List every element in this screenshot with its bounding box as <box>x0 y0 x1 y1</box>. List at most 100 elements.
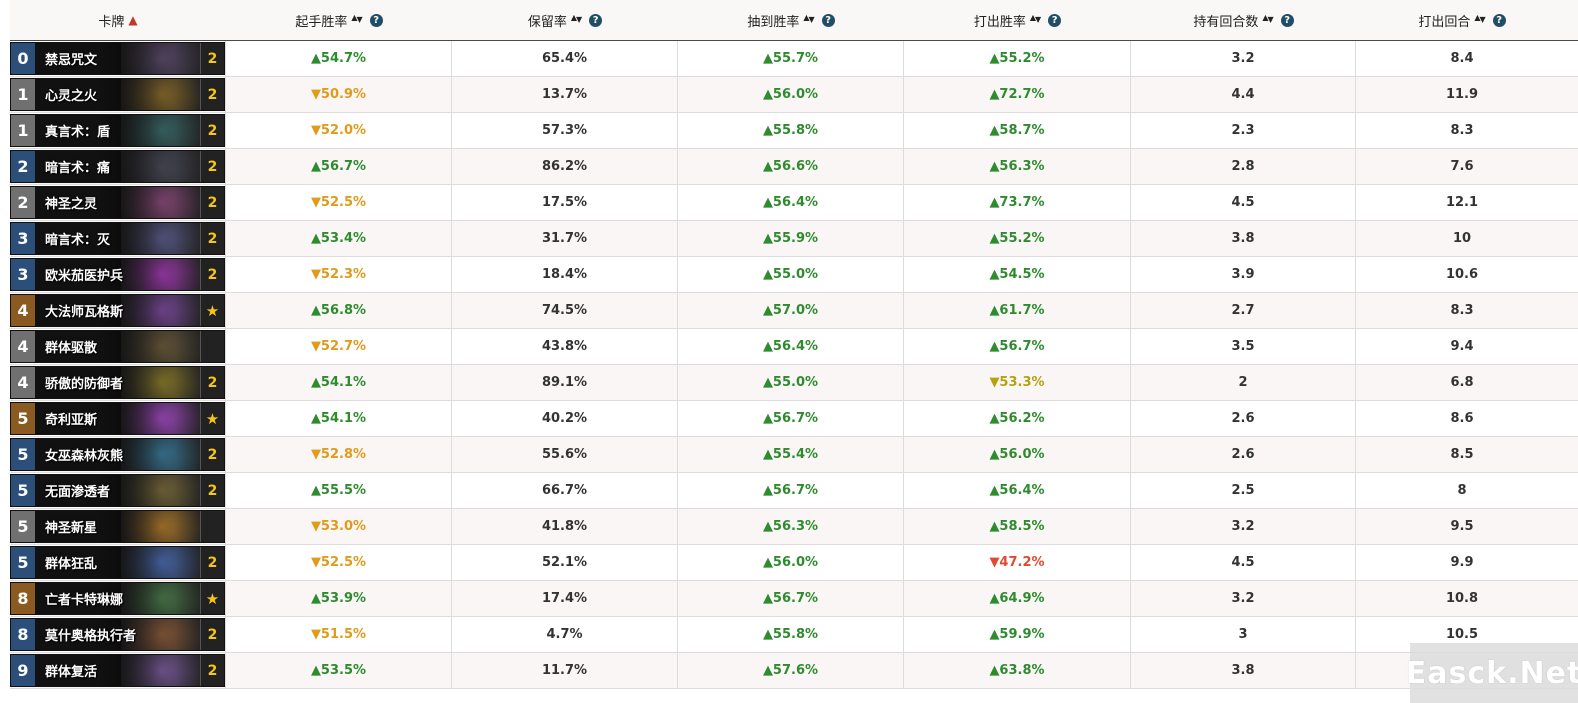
card-tile[interactable]: 8 亡者卡特琳娜 ★ <box>10 582 225 615</box>
keep-rate: 57.3% <box>452 113 678 148</box>
help-icon[interactable]: ? <box>589 13 603 27</box>
header-turns-held[interactable]: 持有回合数 ▲ ▼ ? <box>1131 0 1356 40</box>
card-cell[interactable]: 2 神圣之灵 2 <box>10 185 226 220</box>
header-keep-rate[interactable]: 保留率 ▲ ▼ ? <box>452 0 678 40</box>
card-count: 2 <box>200 367 224 398</box>
table-row[interactable]: 2 暗言术：痛 2 ▲56.7% 86.2% ▲56.6% ▲56.3% 2.8… <box>10 149 1578 185</box>
card-cell[interactable]: 3 欧米茄医护兵 2 <box>10 257 226 292</box>
table-row[interactable]: 4 骄傲的防御者 2 ▲54.1% 89.1% ▲55.0% ▼53.3% 2 … <box>10 365 1578 401</box>
drawn-winrate: ▲56.0% <box>678 77 904 112</box>
keep-rate: 52.1% <box>452 545 678 580</box>
card-tile[interactable]: 1 真言术：盾 2 <box>10 114 225 147</box>
table-row[interactable]: 4 群体驱散 ▼52.7% 43.8% ▲56.4% ▲56.7% 3.5 9.… <box>10 329 1578 365</box>
table-row[interactable]: 0 禁忌咒文 2 ▲54.7% 65.4% ▲55.7% ▲55.2% 3.2 … <box>10 41 1578 77</box>
card-cell[interactable]: 4 大法师瓦格斯 ★ <box>10 293 226 328</box>
card-tile[interactable]: 4 群体驱散 <box>10 330 225 363</box>
card-name: 群体复活 <box>45 665 98 680</box>
card-cell[interactable]: 1 心灵之火 2 <box>10 77 226 112</box>
card-tile[interactable]: 5 群体狂乱 2 <box>10 546 225 579</box>
card-tile[interactable]: 5 无面渗透者 2 <box>10 474 225 507</box>
table-row[interactable]: 5 奇利亚斯 ★ ▲54.1% 40.2% ▲56.7% ▲56.2% 2.6 … <box>10 401 1578 437</box>
card-name: 暗言术：灭 <box>45 233 111 248</box>
card-name: 神圣之灵 <box>45 197 98 212</box>
card-cost: 2 <box>11 187 35 218</box>
card-cost: 4 <box>11 331 35 362</box>
card-cell[interactable]: 4 骄傲的防御者 2 <box>10 365 226 400</box>
turns-held: 2.3 <box>1131 113 1356 148</box>
help-icon[interactable]: ? <box>1048 13 1062 27</box>
card-tile[interactable]: 4 骄傲的防御者 2 <box>10 366 225 399</box>
card-cell[interactable]: 5 神圣新星 <box>10 509 226 544</box>
card-cell[interactable]: 5 无面渗透者 2 <box>10 473 226 508</box>
card-cell[interactable]: 5 奇利亚斯 ★ <box>10 401 226 436</box>
card-tile[interactable]: 3 欧米茄医护兵 2 <box>10 258 225 291</box>
mulligan-winrate: ▲54.1% <box>226 365 452 400</box>
card-tile[interactable]: 8 莫什奥格执行者 2 <box>10 618 225 651</box>
card-count: 2 <box>200 259 224 290</box>
turns-held: 3.9 <box>1131 257 1356 292</box>
table-row[interactable]: 4 大法师瓦格斯 ★ ▲56.8% 74.5% ▲57.0% ▲61.7% 2.… <box>10 293 1578 329</box>
card-cost: 5 <box>11 403 35 434</box>
played-winrate: ▲56.4% <box>904 473 1131 508</box>
card-tile[interactable]: 2 神圣之灵 2 <box>10 186 225 219</box>
header-card[interactable]: 卡牌 ▲ <box>10 0 226 40</box>
card-cost: 2 <box>11 151 35 182</box>
header-turn-played[interactable]: 打出回合 ▲ ▼ ? <box>1356 0 1568 40</box>
sort-toggle-icon[interactable]: ▲ ▼ <box>570 13 582 24</box>
card-cell[interactable]: 4 群体驱散 <box>10 329 226 364</box>
table-row[interactable]: 5 无面渗透者 2 ▲55.5% 66.7% ▲56.7% ▲56.4% 2.5… <box>10 473 1578 509</box>
card-tile[interactable]: 4 大法师瓦格斯 ★ <box>10 294 225 327</box>
card-cell[interactable]: 1 真言术：盾 2 <box>10 113 226 148</box>
header-drawn-winrate[interactable]: 抽到胜率 ▲ ▼ ? <box>678 0 904 40</box>
table-row[interactable]: 8 亡者卡特琳娜 ★ ▲53.9% 17.4% ▲56.7% ▲64.9% 3.… <box>10 581 1578 617</box>
sort-toggle-icon[interactable]: ▲ ▼ <box>1262 13 1273 24</box>
table-row[interactable]: 2 神圣之灵 2 ▼52.5% 17.5% ▲56.4% ▲73.7% 4.5 … <box>10 185 1578 221</box>
table-row[interactable]: 8 莫什奥格执行者 2 ▼51.5% 4.7% ▲55.8% ▲59.9% 3 … <box>10 617 1578 653</box>
card-cell[interactable]: 8 莫什奥格执行者 2 <box>10 617 226 652</box>
table-row[interactable]: 9 群体复活 2 ▲53.5% 11.7% ▲57.6% ▲63.8% 3.8 <box>10 653 1578 689</box>
table-row[interactable]: 1 心灵之火 2 ▼50.9% 13.7% ▲56.0% ▲72.7% 4.4 … <box>10 77 1578 113</box>
card-cell[interactable]: 8 亡者卡特琳娜 ★ <box>10 581 226 616</box>
card-cell[interactable]: 0 禁忌咒文 2 <box>10 41 226 76</box>
card-name: 真言术：盾 <box>45 125 111 140</box>
card-cell[interactable]: 9 群体复活 2 <box>10 653 226 688</box>
mulligan-winrate: ▼50.9% <box>226 77 452 112</box>
help-icon[interactable]: ? <box>369 13 383 27</box>
table-row[interactable]: 5 群体狂乱 2 ▼52.5% 52.1% ▲56.0% ▼47.2% 4.5 … <box>10 545 1578 581</box>
card-name-shade <box>35 43 175 74</box>
sort-toggle-icon[interactable]: ▲ ▼ <box>1029 13 1041 24</box>
turns-held: 2.8 <box>1131 149 1356 184</box>
header-mulligan-winrate[interactable]: 起手胜率 ▲ ▼ ? <box>226 0 452 40</box>
header-played-label: 打出胜率 <box>973 14 1026 30</box>
help-icon[interactable]: ? <box>821 13 835 27</box>
card-cell[interactable]: 2 暗言术：痛 2 <box>10 149 226 184</box>
sort-toggle-icon[interactable]: ▲ ▼ <box>1474 13 1485 24</box>
table-row[interactable]: 3 欧米茄医护兵 2 ▼52.3% 18.4% ▲55.0% ▲54.5% 3.… <box>10 257 1578 293</box>
card-cell[interactable]: 5 女巫森林灰熊 2 <box>10 437 226 472</box>
watermark: Easck.Net <box>1406 643 1578 703</box>
help-icon[interactable]: ? <box>1492 13 1506 27</box>
card-tile[interactable]: 5 神圣新星 <box>10 510 225 543</box>
card-tile[interactable]: 2 暗言术：痛 2 <box>10 150 225 183</box>
sort-toggle-icon[interactable]: ▲ ▼ <box>803 13 814 24</box>
card-cost: 5 <box>11 475 35 506</box>
card-name: 女巫森林灰熊 <box>45 449 124 464</box>
card-tile[interactable]: 5 女巫森林灰熊 2 <box>10 438 225 471</box>
table-row[interactable]: 1 真言术：盾 2 ▼52.0% 57.3% ▲55.8% ▲58.7% 2.3… <box>10 113 1578 149</box>
help-icon[interactable]: ? <box>1280 13 1294 27</box>
header-played-winrate[interactable]: 打出胜率 ▲ ▼ ? <box>904 0 1131 40</box>
table-row[interactable]: 5 神圣新星 ▼53.0% 41.8% ▲56.3% ▲58.5% 3.2 9.… <box>10 509 1578 545</box>
card-count: ★ <box>200 583 224 614</box>
card-tile[interactable]: 1 心灵之火 2 <box>10 78 225 111</box>
sort-toggle-icon[interactable]: ▲ ▼ <box>351 13 362 24</box>
card-tile[interactable]: 5 奇利亚斯 ★ <box>10 402 225 435</box>
card-tile[interactable]: 0 禁忌咒文 2 <box>10 42 225 75</box>
drawn-winrate: ▲56.7% <box>678 473 904 508</box>
table-row[interactable]: 5 女巫森林灰熊 2 ▼52.8% 55.6% ▲55.4% ▲56.0% 2.… <box>10 437 1578 473</box>
card-cell[interactable]: 3 暗言术：灭 2 <box>10 221 226 256</box>
card-tile[interactable]: 3 暗言术：灭 2 <box>10 222 225 255</box>
sort-ascending-icon[interactable]: ▲ <box>128 13 138 27</box>
card-tile[interactable]: 9 群体复活 2 <box>10 654 225 687</box>
card-cell[interactable]: 5 群体狂乱 2 <box>10 545 226 580</box>
table-row[interactable]: 3 暗言术：灭 2 ▲53.4% 31.7% ▲55.9% ▲55.2% 3.8… <box>10 221 1578 257</box>
